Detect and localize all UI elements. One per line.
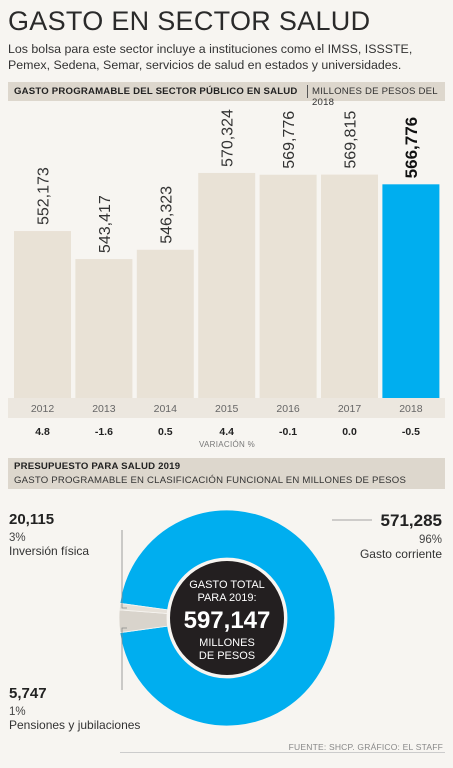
bar-value-label: 543,417: [97, 195, 114, 253]
percent-inversion-fisica: 3%: [9, 532, 26, 544]
variation-value: 0.0: [342, 426, 357, 438]
bar-value-label: 569,776: [281, 111, 298, 169]
year-tick-label: 2017: [338, 403, 362, 415]
donut-section-title: PRESUPUESTO PARA SALUD 2019: [14, 461, 181, 472]
bar: [136, 249, 194, 398]
year-tick-label: 2015: [215, 403, 239, 415]
page-title: GASTO EN SECTOR SALUD: [8, 6, 371, 36]
label-pensiones: Pensiones y jubilaciones: [9, 718, 140, 732]
bar-chart: 552,173 2012 4.8 543,417 2013 -1.6 546,323 2014…: [8, 109, 445, 449]
bar: [382, 184, 440, 398]
center-text-line3: MILLONES: [199, 637, 255, 649]
label-gasto-corriente: Gasto corriente: [360, 547, 442, 561]
source-divider: [120, 752, 445, 753]
value-pensiones: 5,747: [9, 685, 47, 702]
center-total-value: 597,147: [184, 607, 271, 634]
variation-value: 4.4: [219, 426, 234, 438]
bar-section-unit: MILLONES DE PESOS DEL 2018: [312, 86, 438, 108]
value-gasto-corriente: 571,285: [381, 511, 442, 530]
bar: [75, 259, 133, 398]
slice-gasto-corriente: [119, 509, 336, 727]
year-tick-label: 2016: [276, 403, 300, 415]
bar: [14, 231, 71, 398]
percent-gasto-corriente: 96%: [419, 534, 442, 546]
page-subtitle: Los bolsa para este sector incluye a ins…: [8, 42, 413, 72]
year-tick-label: 2013: [92, 403, 116, 415]
percent-pensiones: 1%: [9, 706, 26, 718]
year-strip: [8, 398, 445, 418]
bar-value-label: 570,324: [220, 109, 237, 167]
variation-value: -0.1: [279, 426, 297, 438]
donut-center: [168, 559, 286, 677]
year-tick-label: 2018: [399, 403, 423, 415]
variation-value: 4.8: [35, 426, 50, 438]
bar-value-label: 569,815: [343, 111, 360, 169]
bar: [198, 172, 256, 398]
leader-inversion: [121, 530, 127, 609]
variation-value: 0.5: [158, 426, 173, 438]
section-header-donut: PRESUPUESTO PARA SALUD 2019 GASTO PROGRA…: [8, 458, 445, 489]
variation-caption: VARIACIÓN %: [199, 440, 255, 449]
label-inversion-fisica: Inversión física: [9, 544, 89, 558]
bar: [321, 174, 378, 398]
bar-section-title: GASTO PROGRAMABLE DEL SECTOR PÚBLICO EN …: [14, 86, 298, 97]
center-text-line4: DE PESOS: [199, 650, 255, 662]
header-divider: [307, 85, 308, 98]
bar-value-label: 552,173: [36, 167, 53, 225]
bar: [259, 174, 317, 398]
source-credit: FUENTE: SHCP. GRÁFICO: EL STAFF: [288, 742, 443, 752]
section-header-bars: GASTO PROGRAMABLE DEL SECTOR PÚBLICO EN …: [8, 82, 445, 108]
year-tick-label: 2014: [154, 403, 178, 415]
variation-value: -0.5: [402, 426, 420, 438]
slice-pensiones: [118, 602, 169, 614]
center-text-line2: PARA 2019:: [197, 592, 256, 604]
center-text-line1: GASTO TOTAL: [189, 579, 265, 591]
bar-value-label: 546,323: [158, 186, 175, 244]
value-inversion-fisica: 20,115: [9, 511, 54, 528]
year-tick-label: 2012: [31, 403, 55, 415]
variation-value: -1.6: [95, 426, 113, 438]
donut-section-subtitle: GASTO PROGRAMABLE EN CLASIFICACIÓN FUNCI…: [14, 475, 407, 486]
bar-value-label: 566,776: [402, 117, 421, 178]
leader-pensiones: [121, 627, 127, 690]
